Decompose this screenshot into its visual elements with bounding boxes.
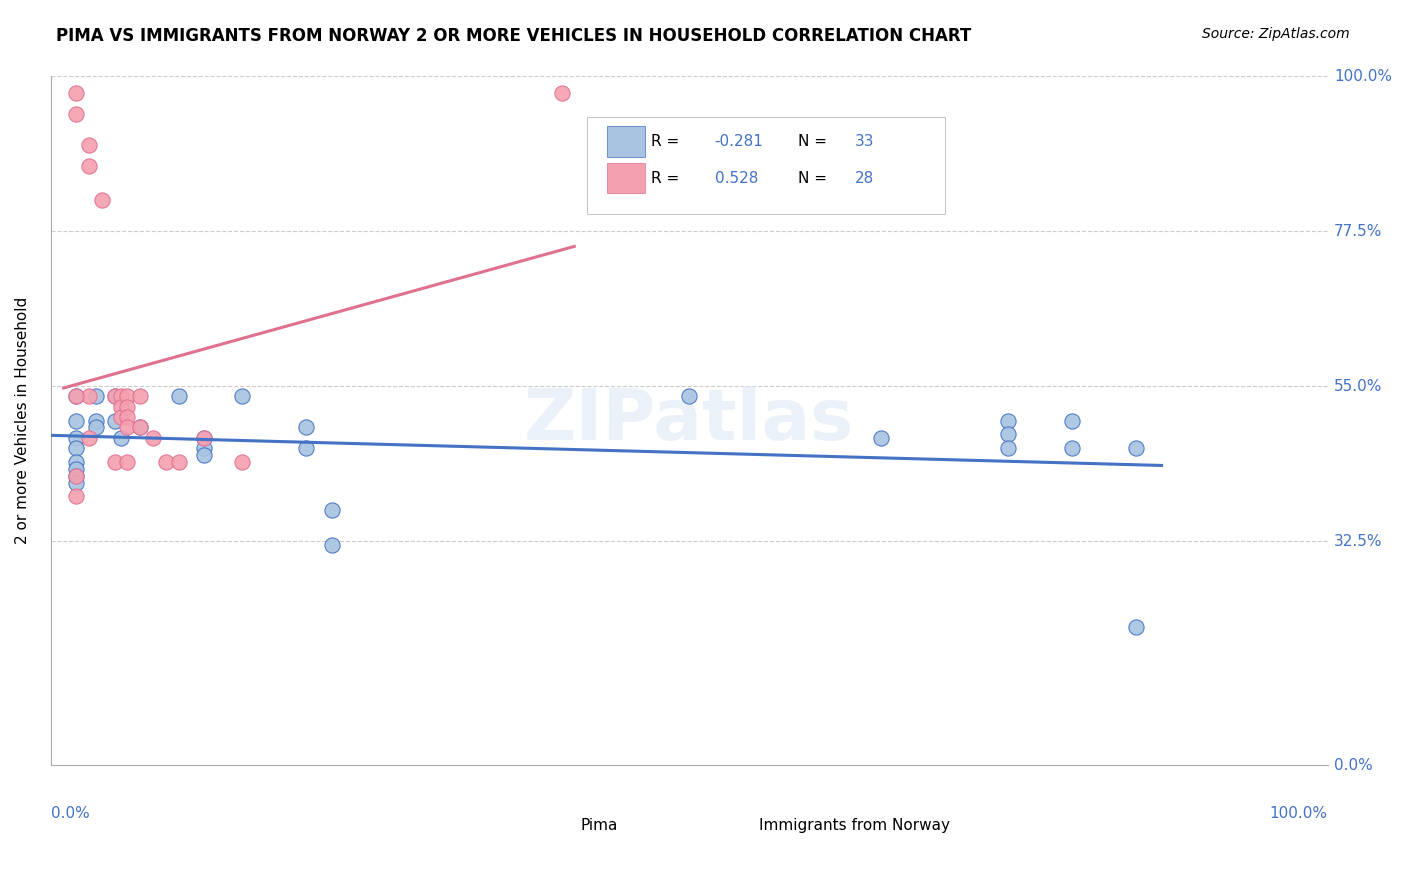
Point	[1062, 441, 1084, 455]
Text: ZIPatlas: ZIPatlas	[524, 386, 855, 455]
Point	[997, 414, 1019, 428]
Text: 33: 33	[855, 134, 875, 149]
Point	[84, 389, 107, 403]
Point	[65, 107, 87, 121]
Point	[65, 441, 87, 455]
Point	[1125, 620, 1147, 634]
Text: N =: N =	[797, 134, 831, 149]
Text: 100.0%: 100.0%	[1334, 69, 1392, 84]
Point	[104, 455, 127, 469]
Point	[84, 420, 107, 434]
Point	[193, 431, 215, 445]
Point	[110, 400, 132, 414]
Point	[193, 441, 215, 455]
Point	[104, 414, 127, 428]
Point	[65, 455, 87, 469]
Point	[65, 475, 87, 490]
Point	[129, 420, 152, 434]
Point	[77, 389, 100, 403]
Point	[550, 87, 572, 101]
Text: 100.0%: 100.0%	[1270, 806, 1327, 822]
Point	[167, 455, 190, 469]
Point	[193, 448, 215, 462]
Point	[110, 410, 132, 425]
Point	[65, 389, 87, 403]
Point	[997, 427, 1019, 442]
Point	[90, 193, 112, 207]
Point	[321, 538, 343, 552]
Point	[104, 389, 127, 403]
Point	[84, 414, 107, 428]
Point	[65, 87, 87, 101]
Point	[295, 441, 318, 455]
Point	[142, 431, 165, 445]
Text: Immigrants from Norway: Immigrants from Norway	[759, 818, 950, 832]
Point	[321, 503, 343, 517]
FancyBboxPatch shape	[588, 118, 945, 214]
Text: 0.0%: 0.0%	[1334, 757, 1372, 772]
Point	[77, 159, 100, 173]
Text: -0.281: -0.281	[714, 134, 763, 149]
FancyBboxPatch shape	[713, 810, 758, 838]
Point	[117, 389, 139, 403]
FancyBboxPatch shape	[533, 810, 579, 838]
FancyBboxPatch shape	[607, 163, 644, 194]
Point	[104, 389, 127, 403]
Point	[65, 389, 87, 403]
Y-axis label: 2 or more Vehicles in Household: 2 or more Vehicles in Household	[15, 297, 30, 544]
Point	[65, 489, 87, 503]
Point	[65, 468, 87, 483]
FancyBboxPatch shape	[607, 127, 644, 157]
Point	[129, 420, 152, 434]
Point	[117, 420, 139, 434]
Point	[110, 389, 132, 403]
Point	[155, 455, 177, 469]
Point	[65, 414, 87, 428]
Point	[231, 389, 253, 403]
Point	[193, 431, 215, 445]
Point	[77, 431, 100, 445]
Point	[869, 431, 891, 445]
Text: Pima: Pima	[581, 818, 619, 832]
Text: 55.0%: 55.0%	[1334, 378, 1382, 393]
Point	[678, 389, 700, 403]
Point	[129, 389, 152, 403]
Point	[997, 441, 1019, 455]
Point	[65, 431, 87, 445]
Point	[117, 410, 139, 425]
Text: 28: 28	[855, 170, 875, 186]
Point	[117, 455, 139, 469]
Point	[1062, 414, 1084, 428]
Point	[295, 420, 318, 434]
Point	[65, 462, 87, 476]
Text: N =: N =	[797, 170, 831, 186]
Text: 0.528: 0.528	[714, 170, 758, 186]
Point	[231, 455, 253, 469]
Text: PIMA VS IMMIGRANTS FROM NORWAY 2 OR MORE VEHICLES IN HOUSEHOLD CORRELATION CHART: PIMA VS IMMIGRANTS FROM NORWAY 2 OR MORE…	[56, 27, 972, 45]
Text: 32.5%: 32.5%	[1334, 533, 1382, 549]
Point	[1125, 441, 1147, 455]
Point	[65, 468, 87, 483]
Point	[117, 400, 139, 414]
Point	[77, 137, 100, 152]
Text: R =: R =	[651, 134, 683, 149]
Text: R =: R =	[651, 170, 683, 186]
Point	[167, 389, 190, 403]
Point	[110, 431, 132, 445]
Text: 77.5%: 77.5%	[1334, 224, 1382, 238]
Text: 0.0%: 0.0%	[51, 806, 90, 822]
Text: Source: ZipAtlas.com: Source: ZipAtlas.com	[1202, 27, 1350, 41]
